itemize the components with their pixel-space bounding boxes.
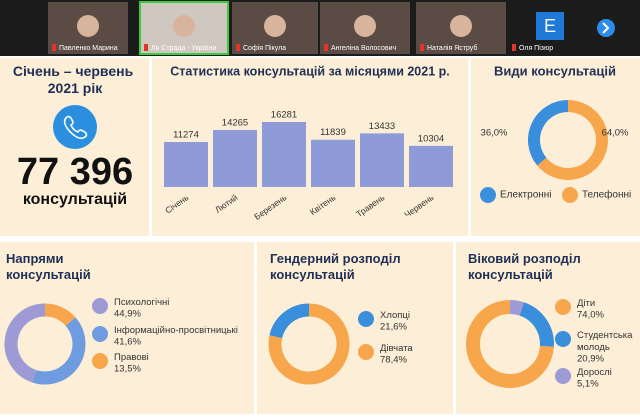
donut-segment (269, 303, 310, 339)
participant-name: Павленко Марина (59, 45, 118, 52)
legend-label: Хлопці (380, 310, 410, 321)
legend-icon (92, 326, 108, 342)
phone-glyph (63, 115, 88, 140)
face (77, 15, 99, 37)
legend-icon (555, 299, 571, 315)
total-label: консультацій (23, 191, 127, 208)
bar (213, 130, 257, 187)
chart-title: Статистика консультацій за місяцями 2021… (170, 64, 450, 78)
participant-name: Наталія Яструб (427, 44, 477, 52)
face (354, 15, 376, 37)
value-label: 10304 (418, 133, 444, 144)
value-label: 44,9% (114, 309, 141, 320)
arrow-icon (602, 22, 610, 34)
donut-segment (528, 100, 569, 166)
bar (311, 139, 355, 187)
panel (257, 242, 453, 414)
participant-name: Ангеліна Волосович (331, 44, 397, 52)
value-label: 21,6% (380, 322, 407, 333)
panel (471, 58, 640, 236)
value-label: 20,9% (577, 354, 604, 365)
donut-segment (268, 303, 350, 385)
value-label: 16281 (271, 110, 297, 121)
donut-segment (44, 303, 76, 327)
legend-label: Психологічні (114, 297, 169, 308)
avatar-initial: E (544, 16, 556, 36)
value-label: 64,0% (602, 128, 629, 139)
legend-icon (480, 187, 496, 203)
mic-muted-icon (420, 44, 424, 51)
value-label: 13433 (369, 121, 395, 132)
value-label: 78,4% (380, 355, 407, 366)
legend-label: Правові (114, 352, 149, 363)
mic-muted-icon (144, 44, 148, 51)
face (450, 15, 472, 37)
donut-segment (509, 300, 524, 316)
participant-name: Ля Страда - Україна (151, 45, 216, 52)
period: Січень – червень 2021 рік (13, 63, 137, 96)
bar (262, 122, 306, 187)
donut-segment (537, 100, 608, 180)
bar (164, 141, 208, 187)
donut-segment (32, 317, 86, 385)
next-page-button[interactable] (597, 19, 615, 37)
legend-icon (562, 187, 578, 203)
value-label: 74,0% (577, 310, 604, 321)
chart-title: Гендерний розподіл консультацій (270, 251, 404, 282)
donut-segment (4, 303, 46, 383)
participant-name: Оля Пізюр (519, 44, 553, 52)
chart-title: Види консультацій (494, 63, 616, 78)
legend-label: Електронні (500, 190, 552, 201)
donut-segment (519, 302, 554, 347)
face (173, 15, 195, 37)
mic-muted-icon (324, 44, 328, 51)
phone-icon (53, 105, 97, 149)
face (264, 15, 286, 37)
legend-icon (358, 344, 374, 360)
panel (0, 242, 254, 414)
value-label: 5,1% (577, 379, 599, 390)
legend-icon (358, 311, 374, 327)
total: 77 396 (17, 151, 133, 193)
mic-muted-icon (52, 44, 56, 51)
value-label: 11274 (173, 130, 199, 141)
mic-muted-icon (236, 44, 240, 51)
value-label: 41,6% (114, 337, 141, 348)
bar (409, 145, 453, 187)
participant-name: Софія Пікула (243, 44, 286, 52)
legend-icon (92, 353, 108, 369)
value-label: 11839 (320, 127, 346, 138)
legend-icon (555, 331, 571, 347)
legend-icon (92, 298, 108, 314)
legend-label: Телефонні (582, 189, 631, 201)
value-label: 36,0% (481, 128, 508, 139)
donut-segment (466, 300, 554, 388)
mic-muted-icon (512, 44, 516, 51)
bar (360, 133, 404, 187)
legend-label: Діти (577, 298, 595, 309)
chart-title: Віковий розподіл консультацій (468, 251, 584, 282)
chart-title: Напрями консультацій (6, 251, 91, 282)
avatar (536, 12, 564, 40)
legend-label: Студентська молодь (577, 330, 635, 353)
legend-label: Інформаційно-просвітницькі (114, 325, 238, 336)
legend-label: Дорослі (577, 367, 612, 378)
legend-label: Дівчата (380, 343, 413, 354)
legend-icon (555, 368, 571, 384)
value-label: 14265 (222, 118, 248, 129)
value-label: 13,5% (114, 364, 141, 375)
